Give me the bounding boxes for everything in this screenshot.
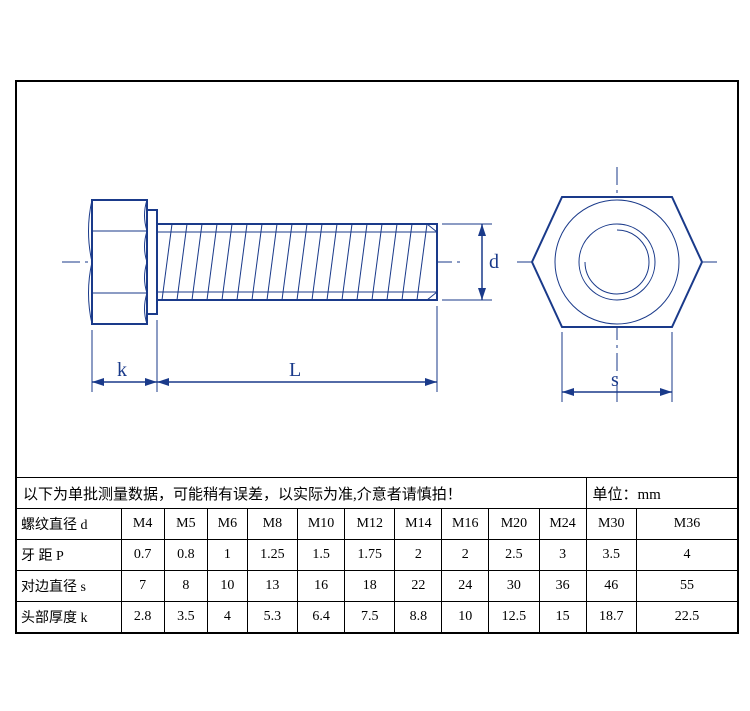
header-row: 螺纹直径 d M4 M5 M6 M8 M10 M12 M14 M16 M20 M…: [17, 509, 738, 540]
cell: 46: [586, 571, 636, 602]
col-h: M5: [164, 509, 207, 540]
col-h: M8: [247, 509, 297, 540]
cell: 7: [121, 571, 164, 602]
row-k: 头部厚度 k 2.8 3.5 4 5.3 6.4 7.5 8.8 10 12.5…: [17, 602, 738, 633]
cell: 2: [442, 540, 489, 571]
cell: 2: [395, 540, 442, 571]
spec-table-area: 以下为单批测量数据，可能稍有误差，以实际为准,介意者请慎拍！ 单位：mm 螺纹直…: [16, 477, 738, 633]
col-h: M16: [442, 509, 489, 540]
cell: 36: [539, 571, 586, 602]
cell: 22: [395, 571, 442, 602]
col-h: M4: [121, 509, 164, 540]
bolt-diagram: k L d: [17, 82, 737, 462]
cell: 0.8: [164, 540, 207, 571]
col-h: M10: [298, 509, 345, 540]
cell: 3.5: [164, 602, 207, 633]
cell: 3: [539, 540, 586, 571]
cell: 18.7: [586, 602, 636, 633]
unit-text: 单位：mm: [586, 478, 737, 509]
cell: 4: [208, 602, 248, 633]
cell: 4: [636, 540, 737, 571]
cell: 2.8: [121, 602, 164, 633]
cell: 12.5: [489, 602, 539, 633]
dim-s-label: s: [611, 369, 619, 391]
cell: 10: [442, 602, 489, 633]
cell: 1.25: [247, 540, 297, 571]
cell: 5.3: [247, 602, 297, 633]
cell: 24: [442, 571, 489, 602]
diagram-area: k L d: [17, 82, 737, 462]
cell: 13: [247, 571, 297, 602]
drawing-frame: k L d: [15, 80, 739, 634]
spec-table: 以下为单批测量数据，可能稍有误差，以实际为准,介意者请慎拍！ 单位：mm 螺纹直…: [16, 477, 738, 633]
rowhdr-s: 对边直径 s: [17, 571, 122, 602]
col-h: M14: [395, 509, 442, 540]
cell: 1: [208, 540, 248, 571]
cell: 22.5: [636, 602, 737, 633]
cell: 0.7: [121, 540, 164, 571]
col-h: M6: [208, 509, 248, 540]
dim-s: s: [562, 369, 672, 396]
dim-k: k: [92, 359, 157, 386]
dim-d: d: [478, 224, 499, 300]
cell: 16: [298, 571, 345, 602]
row-pitch: 牙 距 P 0.7 0.8 1 1.25 1.5 1.75 2 2 2.5 3 …: [17, 540, 738, 571]
col-h: M12: [345, 509, 395, 540]
row-s: 对边直径 s 7 8 10 13 16 18 22 24 30 36 46 55: [17, 571, 738, 602]
dim-d-label: d: [489, 251, 499, 273]
cell: 15: [539, 602, 586, 633]
cell: 8: [164, 571, 207, 602]
note-row: 以下为单批测量数据，可能稍有误差，以实际为准,介意者请慎拍！ 单位：mm: [17, 478, 738, 509]
col-h: M24: [539, 509, 586, 540]
bolt-side-view: [89, 200, 438, 324]
dim-L: L: [157, 359, 437, 386]
dim-k-label: k: [117, 359, 127, 381]
cell: 7.5: [345, 602, 395, 633]
rowhdr-d: 螺纹直径 d: [17, 509, 122, 540]
cell: 8.8: [395, 602, 442, 633]
rowhdr-P: 牙 距 P: [17, 540, 122, 571]
cell: 1.5: [298, 540, 345, 571]
cell: 18: [345, 571, 395, 602]
cell: 1.75: [345, 540, 395, 571]
rowhdr-k: 头部厚度 k: [17, 602, 122, 633]
cell: 10: [208, 571, 248, 602]
cell: 30: [489, 571, 539, 602]
dim-L-label: L: [289, 359, 301, 381]
cell: 2.5: [489, 540, 539, 571]
col-h: M30: [586, 509, 636, 540]
col-h: M20: [489, 509, 539, 540]
cell: 6.4: [298, 602, 345, 633]
col-h: M36: [636, 509, 737, 540]
cell: 3.5: [586, 540, 636, 571]
note-text: 以下为单批测量数据，可能稍有误差，以实际为准,介意者请慎拍！: [17, 478, 587, 509]
cell: 55: [636, 571, 737, 602]
